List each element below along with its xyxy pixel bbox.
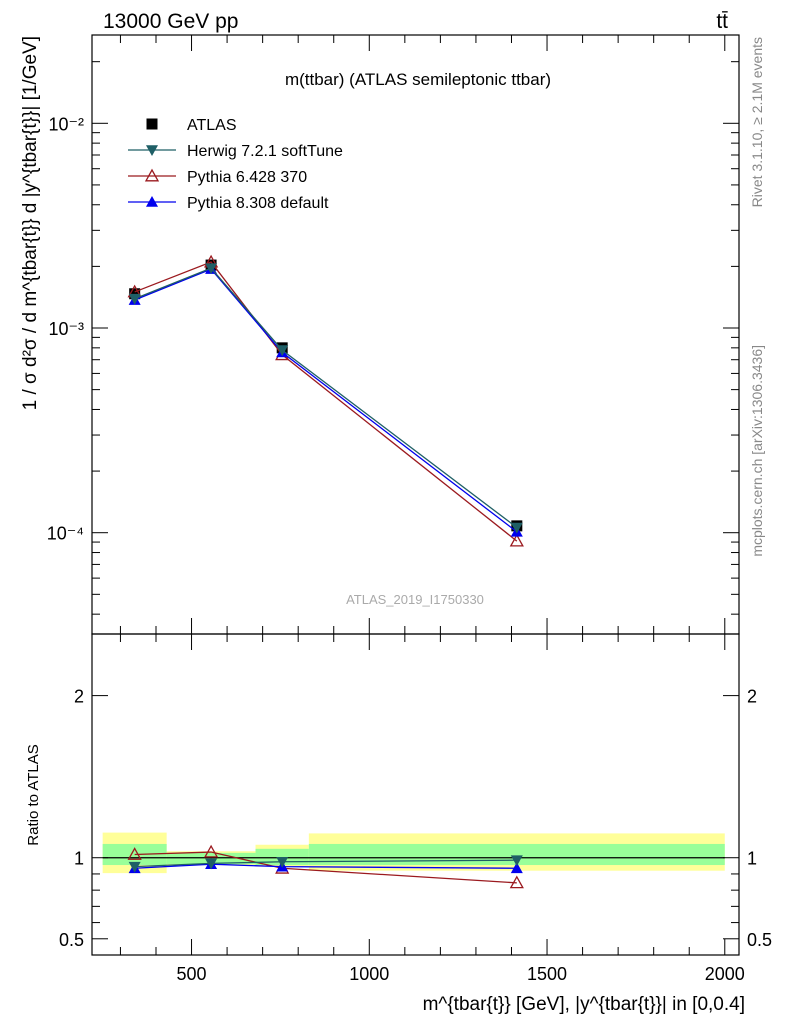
ratio-xlabel: m^{tbar{t}} [GeV], |y^{tbar{t}}| in [0,0… <box>423 994 745 1015</box>
ratio-data-point <box>205 858 218 870</box>
main-y-tick-label: 10⁻⁴ <box>47 524 84 544</box>
ratio-y-tick-label-left: 0.5 <box>59 930 84 950</box>
ratio-data-point <box>127 847 142 860</box>
ratio-y-tick-label-right: 0.5 <box>747 930 772 950</box>
legend-label: Pythia 8.308 default <box>187 195 329 212</box>
series-line <box>134 268 518 533</box>
ratio-data-point <box>510 862 523 874</box>
main-panel: 10⁻⁴ 10⁻³ 10⁻² m(ttbar) (ATLAS semileptoni… <box>20 34 740 635</box>
ratio-y-tick-label-right: 2 <box>747 687 757 707</box>
ratio-data-point <box>128 861 141 873</box>
rivet-label: Rivet 3.1.10, ≥ 2.1M events <box>749 37 765 207</box>
data-point <box>129 288 141 300</box>
ratio-series <box>127 844 524 889</box>
x-tick-label: 1500 <box>527 964 567 984</box>
legend-marker <box>146 196 158 207</box>
main-ylabel: 1 / σ d²σ / d m^{tbar{t}} d |y^{tbar{t}}… <box>20 36 41 410</box>
x-tick-label: 1000 <box>349 964 389 984</box>
ratio-series-line <box>134 859 517 868</box>
legend-label: Pythia 6.428 370 <box>187 169 307 186</box>
main-ticks: 10⁻⁴ 10⁻³ 10⁻² <box>47 35 739 634</box>
ratio-ticks: 0.5 0.5 1 1 2 2 500 1000 1500 2000 <box>59 634 772 984</box>
ratio-frame <box>91 633 740 956</box>
ratio-y-tick-label-left: 1 <box>74 849 84 869</box>
ratio-panel: 0.5 0.5 1 1 2 2 500 1000 1500 2000 Ratio to ATLAS… <box>25 633 772 1015</box>
series-line <box>134 261 518 542</box>
ratio-data-point <box>203 844 219 858</box>
x-tick-label: 500 <box>177 964 207 984</box>
x-tick-label: 2000 <box>705 964 745 984</box>
ratio-y-tick-label-right: 1 <box>747 849 757 869</box>
main-series <box>127 254 524 547</box>
data-point <box>128 293 141 305</box>
ratio-ylabel: Ratio to ATLAS <box>25 744 42 845</box>
ratio-data-point <box>509 875 524 889</box>
legend-marker <box>146 145 158 156</box>
legend: ATLAS Herwig 7.2.1 softTune Pythia 6.428 3… <box>128 117 343 212</box>
ratio-data-point <box>276 856 289 868</box>
series-line <box>134 267 518 529</box>
ratio-series-line <box>134 851 517 884</box>
stat-uncertainty-band <box>308 843 725 866</box>
legend-marker <box>144 168 160 182</box>
main-title: m(ttbar) (ATLAS semileptonic ttbar) <box>285 70 551 89</box>
stat-uncertainty-band <box>255 848 309 866</box>
energy-label: 13000 GeV pp <box>103 10 238 33</box>
ratio-data-point <box>510 855 523 867</box>
legend-label: ATLAS <box>187 117 237 134</box>
main-y-tick-label: 10⁻³ <box>48 319 84 339</box>
main-y-tick-label: 10⁻² <box>48 114 84 134</box>
data-point <box>205 263 218 275</box>
watermark: ATLAS_2019_I1750330 <box>346 592 484 607</box>
legend-label: Herwig 7.2.1 softTune <box>187 143 343 160</box>
ratio-y-tick-label-left: 2 <box>74 687 84 707</box>
ratio-bands <box>102 832 725 874</box>
source-label: mcplots.cern.ch [arXiv:1306.3436] <box>749 345 765 557</box>
data-point <box>509 533 524 547</box>
ratio-series-line <box>134 863 517 869</box>
stat-uncertainty-band <box>102 843 167 866</box>
legend-marker <box>146 118 158 130</box>
data-point <box>510 522 523 534</box>
data-point <box>276 345 289 357</box>
process-label: tt̄ <box>716 10 728 33</box>
